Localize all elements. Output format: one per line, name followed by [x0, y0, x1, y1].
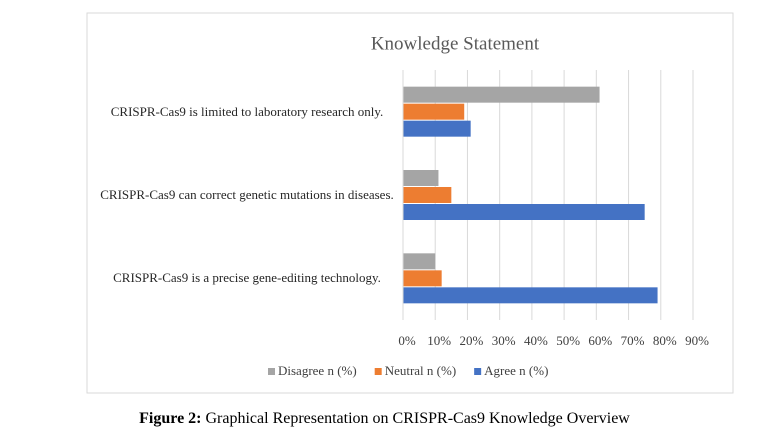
legend-label: Neutral n (%) — [385, 363, 456, 378]
bar — [403, 204, 645, 220]
bar — [403, 287, 658, 304]
bar — [403, 187, 452, 203]
legend-swatch — [268, 368, 275, 375]
legend-swatch — [374, 368, 382, 375]
legend-label: Disagree n (%) — [278, 363, 357, 378]
legend-swatch — [474, 368, 482, 375]
x-tick-label: 20% — [460, 333, 484, 348]
caption-text: Graphical Representation on CRISPR-Cas9 … — [205, 410, 630, 427]
y-tick-label: CRISPR-Cas9 can correct genetic mutation… — [100, 187, 394, 202]
bar — [403, 120, 471, 137]
y-tick-label: CRISPR-Cas9 is a precise gene-editing te… — [113, 270, 381, 286]
x-tick-label: 40% — [524, 333, 548, 348]
x-tick-label: 70% — [621, 333, 645, 348]
bar — [403, 253, 436, 270]
x-tick-label: 60% — [588, 333, 612, 348]
bar — [403, 103, 465, 120]
bar — [403, 270, 442, 287]
x-tick-label: 30% — [492, 333, 516, 348]
legend-label: Agree n (%) — [484, 363, 548, 378]
x-tick-label: 90% — [685, 333, 709, 348]
chart-title: Knowledge Statement — [371, 33, 540, 54]
bar — [403, 86, 600, 103]
x-tick-label: 50% — [556, 333, 580, 348]
caption-label: Figure 2: — [139, 410, 202, 427]
x-tick-label: 10% — [427, 333, 451, 348]
caption: Figure 2: Graphical Representation on CR… — [0, 410, 769, 428]
x-tick-label: 0% — [398, 333, 416, 348]
y-tick-label: CRISPR-Cas9 is limited to laboratory res… — [110, 103, 384, 119]
x-tick-label: 80% — [653, 333, 677, 348]
bar — [403, 170, 439, 186]
